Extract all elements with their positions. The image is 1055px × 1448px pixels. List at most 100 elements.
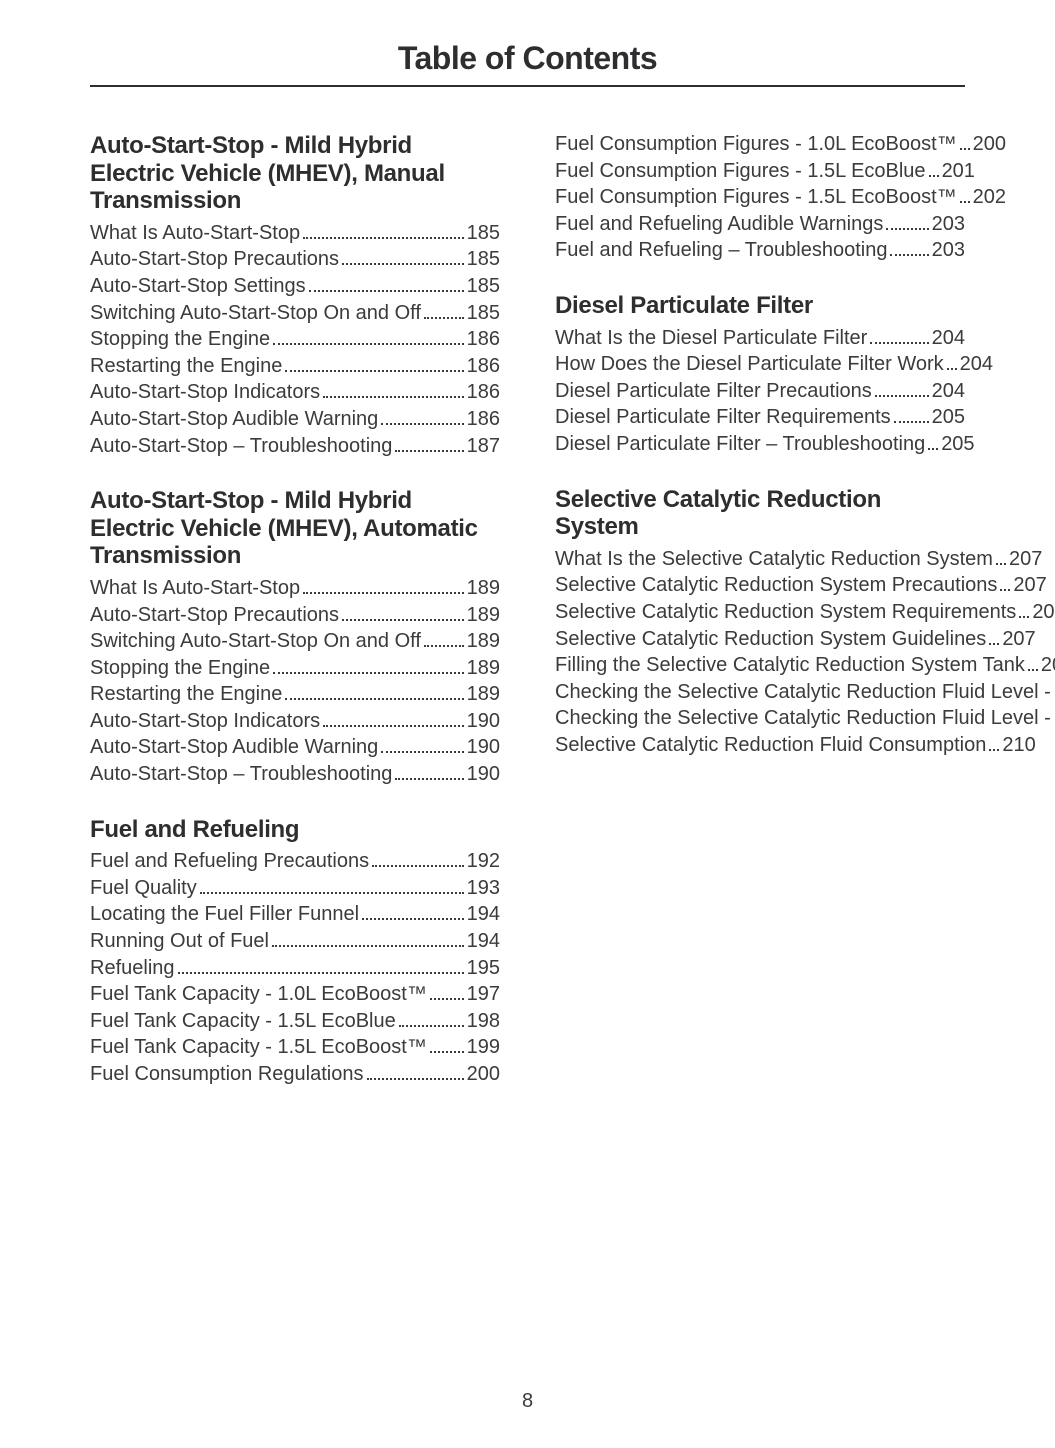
toc-label: Auto-Start-Stop Precautions — [90, 603, 339, 629]
toc-entry: Running Out of Fuel194 — [90, 929, 500, 955]
toc-entry: Diesel Particulate Filter Requirements20… — [555, 405, 965, 431]
toc-leader — [960, 201, 970, 203]
toc-label: Auto-Start-Stop Audible Warning — [90, 407, 378, 433]
toc-entry: Selective Catalytic Reduction Fluid Cons… — [555, 733, 965, 759]
toc-page: 208 — [1041, 653, 1055, 679]
toc-page: 186 — [467, 407, 500, 433]
toc-leader — [395, 778, 463, 780]
toc-entry: Switching Auto-Start-Stop On and Off189 — [90, 629, 500, 655]
toc-page: 204 — [932, 379, 965, 405]
toc-label: Stopping the Engine — [90, 656, 270, 682]
toc-label: What Is the Diesel Particulate Filter — [555, 326, 867, 352]
toc-label: Fuel and Refueling – Troubleshooting — [555, 238, 887, 264]
toc-entry: How Does the Diesel Particulate Filter W… — [555, 352, 965, 378]
toc-page: 190 — [467, 735, 500, 761]
toc-leader — [381, 423, 463, 425]
toc-leader — [890, 254, 928, 256]
toc-leader — [285, 370, 463, 372]
toc-entry: Locating the Fuel Filler Funnel194 — [90, 902, 500, 928]
title-underline — [90, 85, 965, 87]
section-heading: Selective Catalytic Reduction System — [555, 486, 965, 541]
toc-entry: Fuel and Refueling Audible Warnings203 — [555, 212, 965, 238]
toc-leader — [960, 148, 970, 150]
toc-entry: Fuel Consumption Figures - 1.5L EcoBoost… — [555, 185, 965, 211]
toc-page: 197 — [467, 982, 500, 1008]
toc-page: 185 — [467, 247, 500, 273]
toc-page: 185 — [467, 221, 500, 247]
toc-entry: Fuel Consumption Figures - 1.0L EcoBoost… — [555, 132, 965, 158]
toc-entry: Auto-Start-Stop Settings185 — [90, 274, 500, 300]
toc-label: Checking the Selective Catalytic Reducti… — [555, 706, 1055, 732]
toc-label: Restarting the Engine — [90, 354, 282, 380]
page-number: 8 — [0, 1390, 1055, 1413]
toc-page: 194 — [467, 902, 500, 928]
toc-page: 198 — [467, 1009, 500, 1035]
toc-entry: Fuel Tank Capacity - 1.5L EcoBoost™199 — [90, 1035, 500, 1061]
toc-leader — [1019, 616, 1029, 618]
left-column: Auto-Start-Stop - Mild Hybrid Electric V… — [90, 132, 500, 1089]
toc-label: Refueling — [90, 956, 175, 982]
toc-entry: Auto-Start-Stop Indicators190 — [90, 709, 500, 735]
toc-page: 190 — [467, 709, 500, 735]
toc-label: Auto-Start-Stop Precautions — [90, 247, 339, 273]
toc-leader — [323, 396, 464, 398]
toc-page: 200 — [467, 1062, 500, 1088]
toc-leader — [178, 972, 464, 974]
toc-entry: Fuel Consumption Regulations200 — [90, 1062, 500, 1088]
toc-leader — [395, 450, 463, 452]
toc-entry: Auto-Start-Stop Precautions 185 — [90, 247, 500, 273]
toc-label: What Is Auto-Start-Stop — [90, 576, 300, 602]
toc-label: Auto-Start-Stop Settings — [90, 274, 306, 300]
toc-entry: Checking the Selective Catalytic Reducti… — [555, 706, 965, 732]
toc-label: Fuel Tank Capacity - 1.5L EcoBoost™ — [90, 1035, 427, 1061]
toc-entry: Refueling195 — [90, 956, 500, 982]
toc-label: Switching Auto-Start-Stop On and Off — [90, 629, 421, 655]
page-title: Table of Contents — [90, 40, 965, 77]
toc-entry: Auto-Start-Stop – Troubleshooting187 — [90, 434, 500, 460]
toc-page: 201 — [942, 159, 975, 185]
toc-label: Stopping the Engine — [90, 327, 270, 353]
toc-label: What Is the Selective Catalytic Reductio… — [555, 547, 993, 573]
toc-entry: Auto-Start-Stop Audible Warning 186 — [90, 407, 500, 433]
toc-entry: Selective Catalytic Reduction System Gui… — [555, 627, 965, 653]
toc-entry: Fuel Consumption Figures - 1.5L EcoBlue2… — [555, 159, 965, 185]
toc-page: 186 — [467, 380, 500, 406]
toc-label: Auto-Start-Stop Audible Warning — [90, 735, 378, 761]
toc-label: Restarting the Engine — [90, 682, 282, 708]
toc-leader — [309, 290, 464, 292]
toc-page: 189 — [467, 656, 500, 682]
section-heading: Auto-Start-Stop - Mild Hybrid Electric V… — [90, 487, 500, 570]
toc-leader — [424, 645, 464, 647]
toc-label: Fuel Consumption Figures - 1.5L EcoBoost… — [555, 185, 957, 211]
toc-label: Diesel Particulate Filter – Troubleshoot… — [555, 432, 925, 458]
section-heading: Fuel and Refueling — [90, 816, 500, 844]
right-column: Fuel Consumption Figures - 1.0L EcoBoost… — [555, 132, 965, 1089]
toc-label: Diesel Particulate Filter Precautions — [555, 379, 872, 405]
toc-entry: Switching Auto-Start-Stop On and Off185 — [90, 301, 500, 327]
toc-page: 190 — [467, 762, 500, 788]
toc-entry: Selective Catalytic Reduction System Req… — [555, 600, 965, 626]
toc-entry: Fuel and Refueling Precautions192 — [90, 849, 500, 875]
toc-leader — [430, 998, 464, 1000]
toc-leader — [273, 343, 463, 345]
toc-leader — [323, 725, 464, 727]
toc-page: 185 — [467, 301, 500, 327]
toc-leader — [342, 619, 464, 621]
toc-label: What Is Auto-Start-Stop — [90, 221, 300, 247]
toc-entry: Stopping the Engine186 — [90, 327, 500, 353]
toc-label: Diesel Particulate Filter Requirements — [555, 405, 891, 431]
toc-entry: Fuel Quality193 — [90, 876, 500, 902]
toc-entry: Diesel Particulate Filter – Troubleshoot… — [555, 432, 965, 458]
toc-entry: Fuel Tank Capacity - 1.0L EcoBoost™197 — [90, 982, 500, 1008]
toc-label: Fuel Consumption Figures - 1.0L EcoBoost… — [555, 132, 957, 158]
toc-entry: Checking the Selective Catalytic Reducti… — [555, 680, 965, 706]
toc-entry: Auto-Start-Stop – Troubleshooting190 — [90, 762, 500, 788]
toc-label: How Does the Diesel Particulate Filter W… — [555, 352, 944, 378]
toc-label: Filling the Selective Catalytic Reductio… — [555, 653, 1025, 679]
toc-label: Selective Catalytic Reduction System Req… — [555, 600, 1016, 626]
toc-page: 207 — [1002, 627, 1035, 653]
toc-page: 207 — [1009, 547, 1042, 573]
toc-page: 204 — [932, 326, 965, 352]
toc-page: 189 — [467, 682, 500, 708]
toc-leader — [273, 672, 463, 674]
